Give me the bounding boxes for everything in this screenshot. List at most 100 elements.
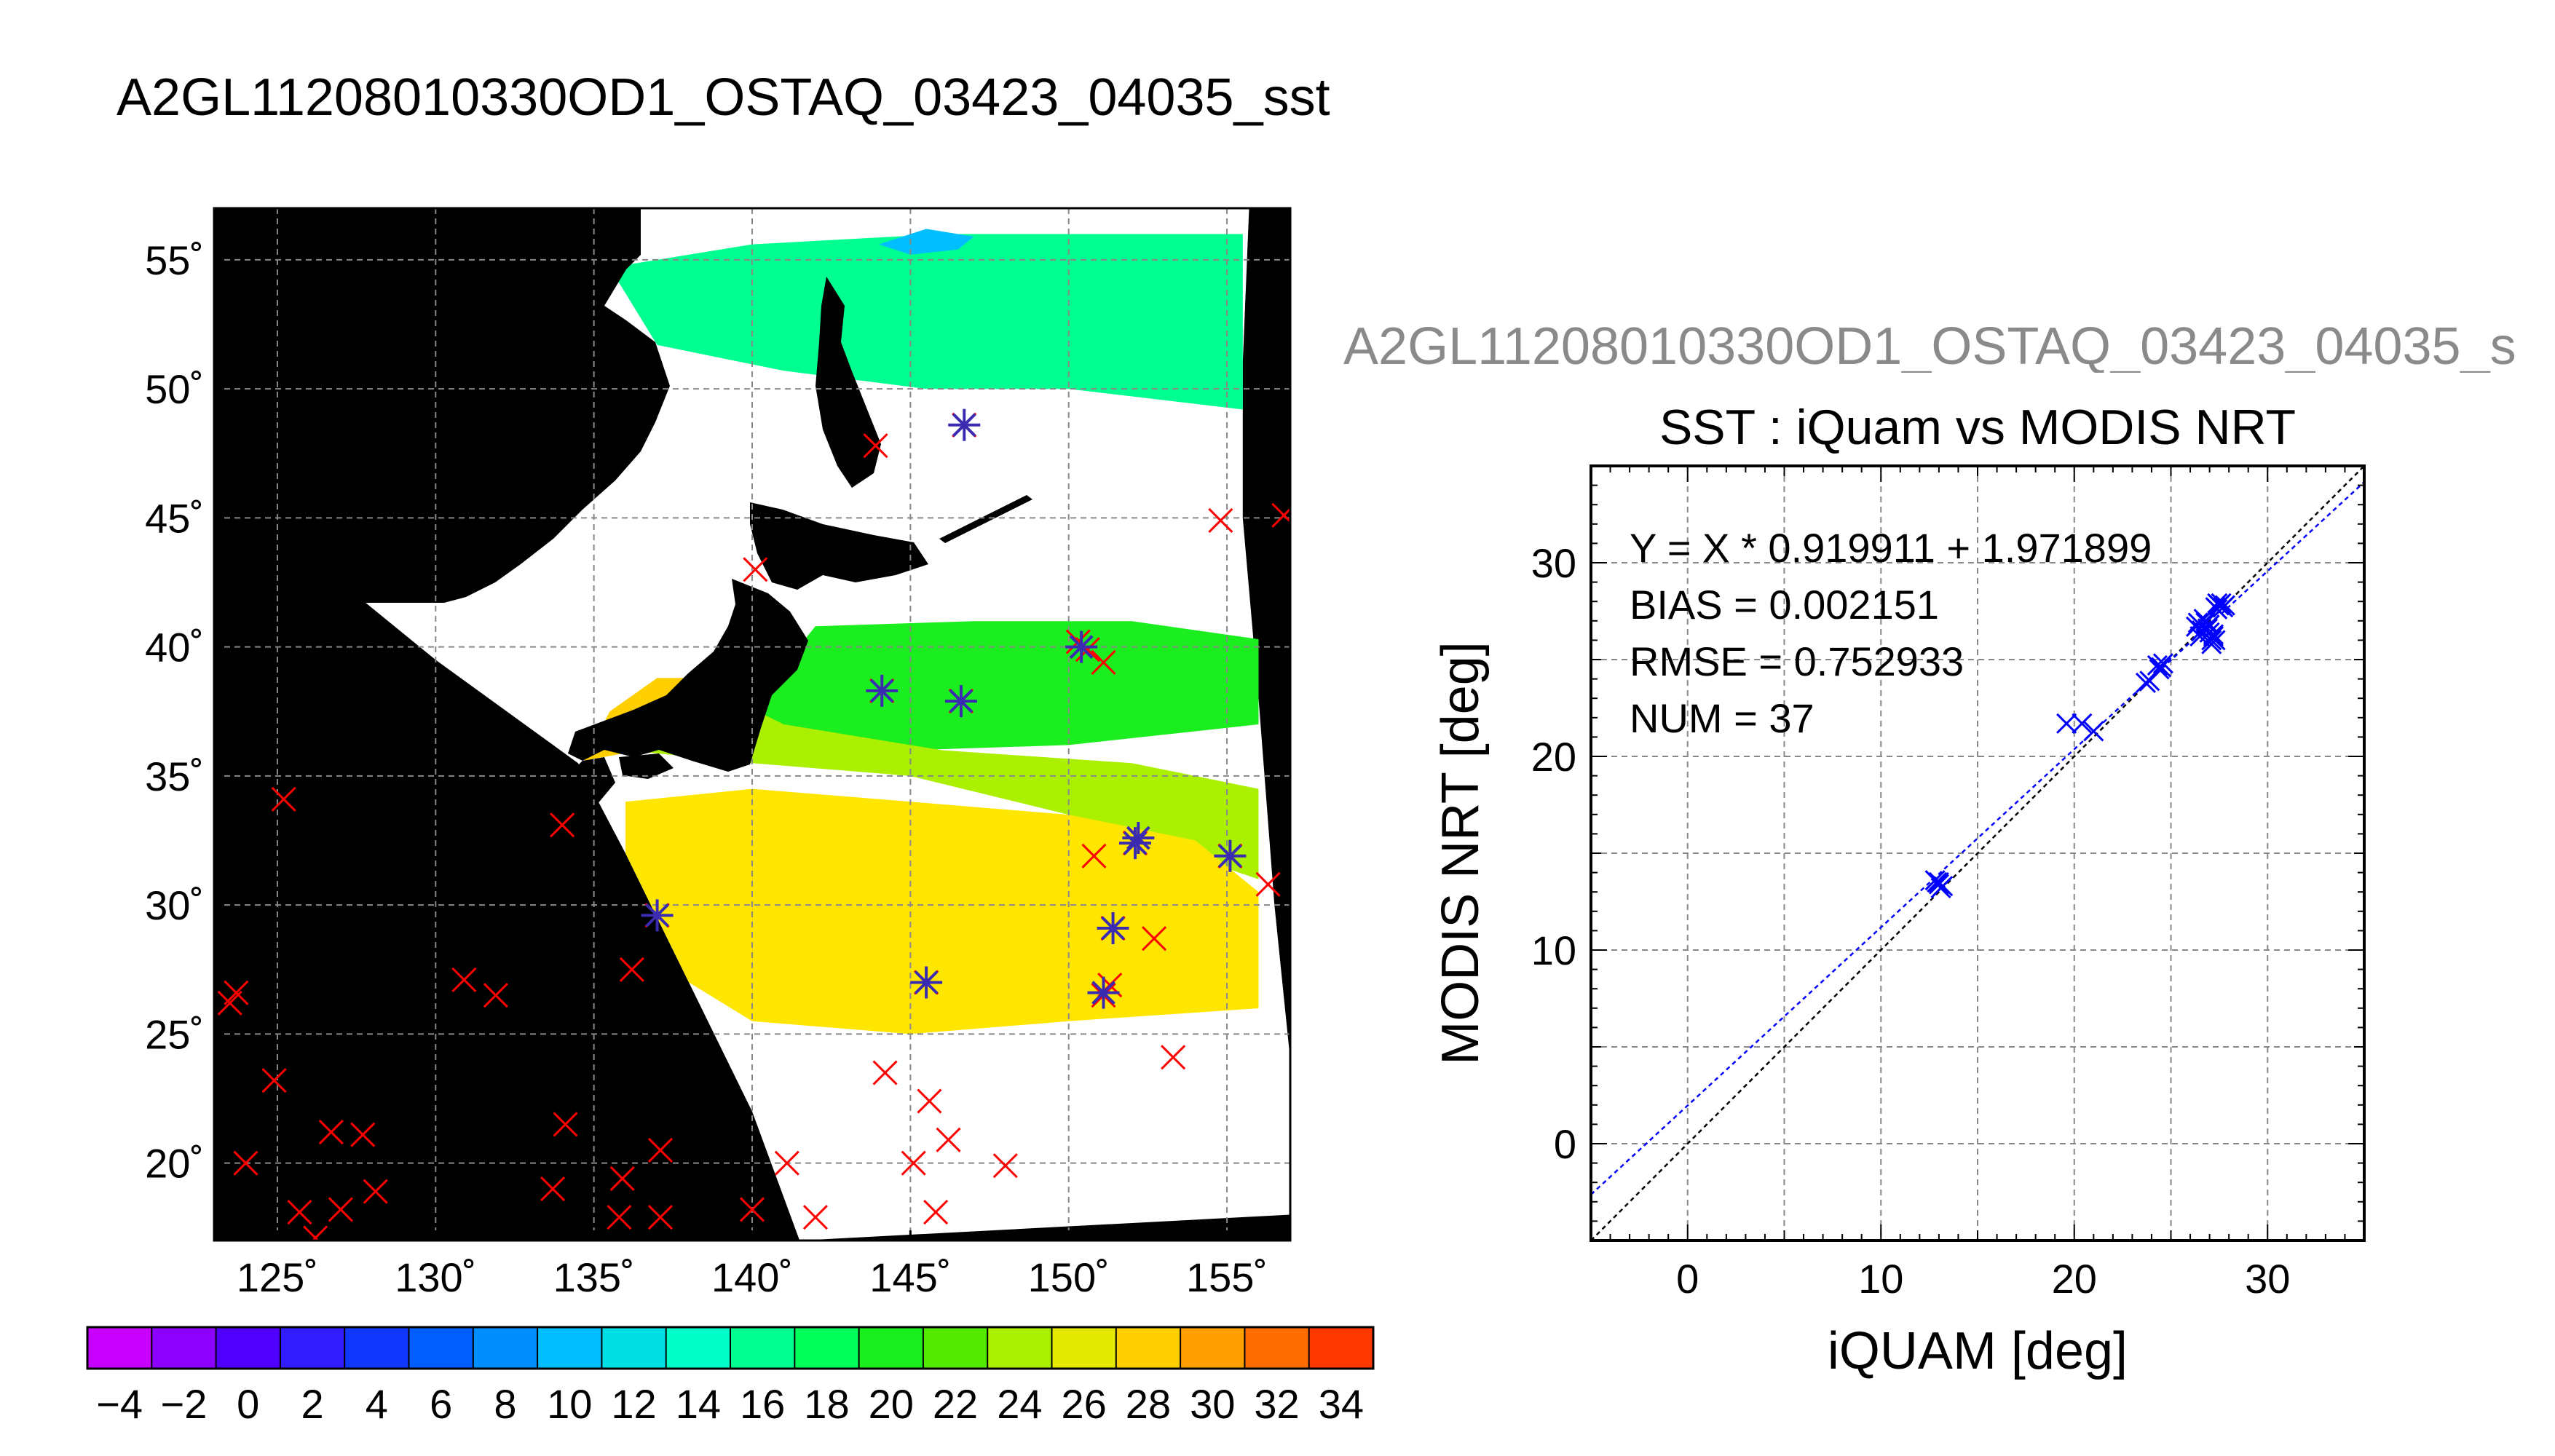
colorbar-frame bbox=[86, 1326, 1375, 1370]
colorbar-tick-label: 16 bbox=[740, 1381, 785, 1427]
scatter-point bbox=[2195, 612, 2216, 633]
colorbar-tick-label: 28 bbox=[1126, 1381, 1171, 1427]
map-x-tick-label: 130˚ bbox=[395, 1254, 476, 1300]
asia-mainland bbox=[214, 208, 670, 603]
scatter-points bbox=[1924, 593, 2235, 898]
colorbar-tick-label: 20 bbox=[869, 1381, 914, 1427]
insitu-marker bbox=[872, 1060, 898, 1085]
sst-map: 125˚ 130˚ 135˚ 140˚ 145˚ 150˚ 155˚ 20˚ 25˚ 30˚ 35˚… bbox=[145, 207, 1292, 1300]
sst-field bbox=[577, 229, 1259, 1034]
secondary-figure-title: A2GL11208010330OD1_OSTAQ_03423_04035_s bbox=[1343, 320, 2516, 373]
colorbar-segment bbox=[1051, 1327, 1117, 1369]
scatter-point bbox=[2056, 713, 2077, 734]
colorbar-tick-label: 14 bbox=[676, 1381, 721, 1427]
insitu-marker bbox=[271, 786, 296, 812]
insitu-marker bbox=[483, 983, 508, 1008]
insitu-marker bbox=[609, 1166, 635, 1191]
scatter-y-axis-label: MODIS NRT [deg] bbox=[1431, 641, 1490, 1065]
colorbar-segment bbox=[1180, 1327, 1245, 1369]
matched-marker bbox=[869, 678, 894, 703]
colorbar-segment bbox=[666, 1327, 731, 1369]
sst-region-subarctic bbox=[609, 234, 1243, 410]
map-gridlines bbox=[214, 208, 1290, 1241]
map-x-tick-label: 145˚ bbox=[869, 1254, 951, 1300]
kuril-islands bbox=[939, 495, 1032, 543]
scatter-point bbox=[2207, 593, 2228, 614]
insitu-marker bbox=[540, 1176, 566, 1202]
scatter-annotation: BIAS = 0.002151 bbox=[1630, 582, 1939, 628]
insitu-marker bbox=[802, 1205, 829, 1230]
scatter-point bbox=[2195, 610, 2216, 631]
map-x-tick-label: 155˚ bbox=[1186, 1254, 1268, 1300]
insitu-marker bbox=[992, 1153, 1018, 1179]
scatter-point bbox=[2149, 659, 2170, 680]
figure-title: A2GL11208010330OD1_OSTAQ_03423_04035_sst bbox=[117, 68, 1330, 127]
scatter-annotation: Y = X * 0.919911 + 1.971899 bbox=[1630, 525, 2152, 571]
map-y-tick-label: 35˚ bbox=[145, 753, 204, 799]
insitu-marker bbox=[1142, 926, 1167, 951]
scatter-annotations: Y = X * 0.919911 + 1.971899 BIAS = 0.0021… bbox=[1630, 525, 2152, 741]
insitu-marker bbox=[936, 1127, 961, 1152]
colorbar-tick-label: 24 bbox=[997, 1381, 1042, 1427]
scatter-point bbox=[2205, 630, 2226, 651]
regression-fit-line bbox=[1591, 481, 2364, 1195]
matched-marker bbox=[1217, 844, 1242, 869]
insitu-marker bbox=[328, 1197, 353, 1222]
insitu-marker bbox=[901, 1150, 926, 1176]
colorbar-tick-label: 34 bbox=[1319, 1381, 1364, 1427]
matched-marker bbox=[914, 970, 939, 994]
colorbar-tick-label: 2 bbox=[301, 1381, 323, 1427]
colorbar-segment bbox=[923, 1327, 988, 1369]
colorbar-segment bbox=[87, 1327, 152, 1369]
insitu-marker bbox=[1091, 649, 1116, 675]
scatter-point bbox=[1928, 871, 1949, 893]
insitu-marker bbox=[863, 433, 888, 459]
colorbar-tick-label: 6 bbox=[430, 1381, 452, 1427]
scatter-x-axis-label: iQUAM [deg] bbox=[1828, 1322, 2128, 1380]
colorbar-segment bbox=[1308, 1327, 1374, 1369]
colorbar-segment bbox=[1244, 1327, 1310, 1369]
matched-marker bbox=[645, 903, 670, 927]
colorbar-segment bbox=[987, 1327, 1052, 1369]
insitu-marker bbox=[233, 1150, 258, 1176]
colorbar-segment bbox=[280, 1327, 345, 1369]
insitu-marker bbox=[550, 812, 575, 838]
map-x-tick-label: 140˚ bbox=[711, 1254, 793, 1300]
scatter-gridlines bbox=[1591, 466, 2364, 1241]
insitu-marker bbox=[1081, 843, 1107, 869]
scatter-x-tick-label: 0 bbox=[1676, 1256, 1699, 1302]
scatter-y-tick-label: 20 bbox=[1531, 734, 1576, 780]
colorbar-tick-label: −2 bbox=[161, 1381, 208, 1427]
scatter-point bbox=[2072, 713, 2093, 734]
scatter-point bbox=[2214, 595, 2235, 616]
map-y-tick-label: 55˚ bbox=[145, 237, 204, 283]
colorbar-segment bbox=[858, 1327, 924, 1369]
insitu-marker bbox=[739, 1197, 765, 1222]
scatter-point bbox=[2152, 653, 2173, 674]
scatter-plot: SST : iQuam vs MODIS NRT 0 10 20 300102030 … bbox=[1431, 400, 2366, 1380]
scatter-point bbox=[1927, 871, 1948, 893]
insitu-markers bbox=[217, 408, 1290, 1241]
colorbar-tick-label: 0 bbox=[237, 1381, 259, 1427]
scatter-y-tick-label: 0 bbox=[1554, 1121, 1576, 1167]
japan-hokkaido bbox=[750, 502, 928, 590]
map-y-tick-label: 25˚ bbox=[145, 1011, 204, 1057]
insitu-marker bbox=[451, 967, 477, 993]
colorbar-segment bbox=[1115, 1327, 1181, 1369]
sst-region-kuroshio-extension bbox=[752, 621, 1259, 751]
colorbar-tick-label: 8 bbox=[494, 1381, 516, 1427]
insitu-marker bbox=[923, 1199, 949, 1225]
insitu-marker bbox=[1208, 507, 1233, 534]
scatter-x-tick-label: 10 bbox=[1858, 1256, 1903, 1302]
japan-kyushu bbox=[564, 757, 615, 804]
colorbar-tick-label: 18 bbox=[804, 1381, 849, 1427]
matched-marker bbox=[1101, 916, 1125, 941]
colorbar-tick-label: −4 bbox=[96, 1381, 143, 1427]
insitu-marker bbox=[647, 1205, 673, 1230]
map-y-tick-label: 45˚ bbox=[145, 495, 204, 541]
scatter-point bbox=[2211, 593, 2232, 614]
scatter-point bbox=[2139, 670, 2160, 692]
matched-marker bbox=[949, 689, 974, 713]
map-y-tick-label: 30˚ bbox=[145, 882, 204, 928]
scatter-y-tick-label: 30 bbox=[1531, 540, 1576, 586]
